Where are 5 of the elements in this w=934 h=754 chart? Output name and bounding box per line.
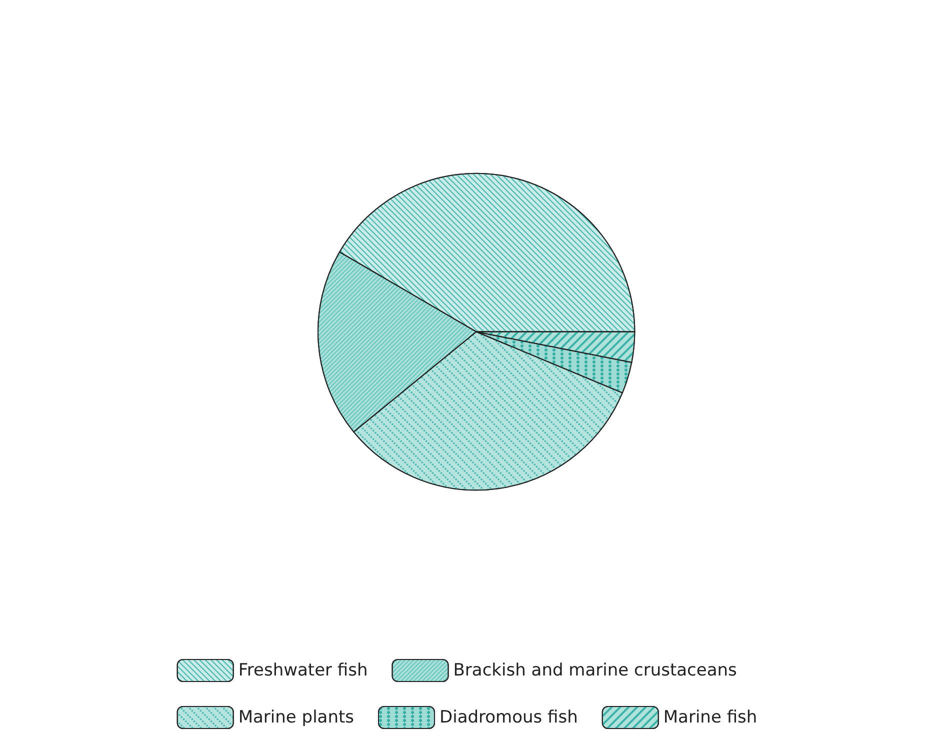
legend-label: Freshwater fish <box>238 660 368 680</box>
legend-label: Brackish and marine crustaceans <box>453 660 738 680</box>
legend-label: Marine plants <box>238 708 354 728</box>
legend-label: Marine fish <box>663 708 758 728</box>
legend-label: Diadromous fish <box>440 708 578 728</box>
